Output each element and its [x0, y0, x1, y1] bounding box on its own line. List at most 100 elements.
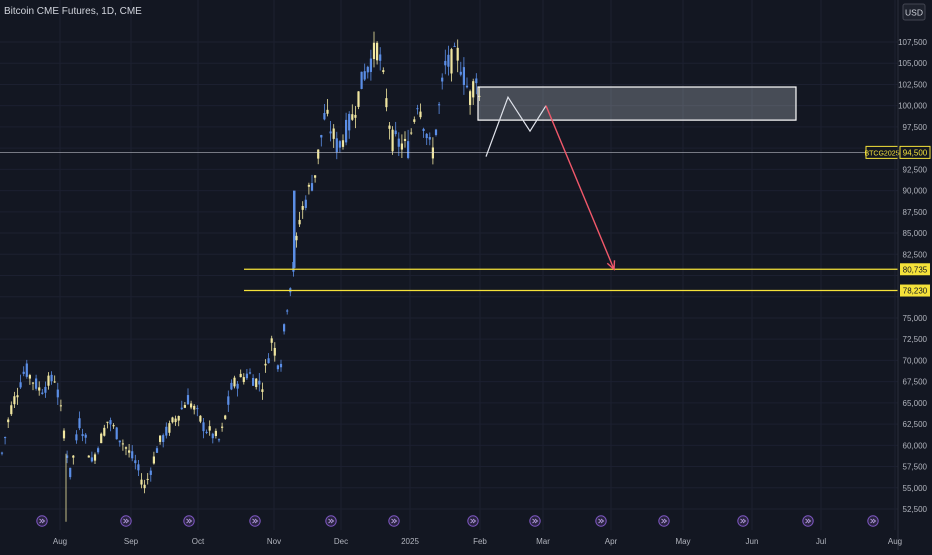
candle-body — [183, 405, 186, 408]
candle-body — [239, 373, 242, 378]
candle-body — [44, 386, 47, 393]
price-tick-label: 82,500 — [903, 250, 928, 259]
event-marker-icon[interactable] — [658, 515, 670, 527]
candle-body — [109, 420, 112, 425]
candle-body — [121, 443, 124, 445]
candle-body — [41, 392, 44, 394]
lower-support-price-label: 78,230 — [903, 287, 928, 296]
drawings[interactable] — [477, 86, 797, 271]
time-axis[interactable]: Aug Sep Oct Nov Dec 2025 Feb Mar Apr May Jun Jul Aug — [53, 537, 902, 546]
event-marker-icon[interactable] — [120, 515, 132, 527]
price-axis[interactable]: 107,500 105,000 102,500 100,000 97,500 92,500… — [897, 0, 928, 550]
event-marker-icon[interactable] — [802, 515, 814, 527]
price-tick-label: 70,000 — [903, 356, 928, 365]
candle-body — [22, 371, 25, 374]
candle-body — [320, 135, 323, 138]
target-arrow-line[interactable] — [545, 105, 615, 270]
candle-body — [97, 448, 100, 453]
time-tick-label: Mar — [536, 537, 550, 546]
projection-path[interactable] — [485, 95, 547, 157]
supply-zone-box[interactable] — [477, 86, 797, 121]
time-tick-label: Jun — [746, 537, 759, 546]
candle-body — [84, 434, 87, 438]
candle-body — [286, 310, 289, 312]
event-marker-icon[interactable] — [388, 515, 400, 527]
candle-body — [56, 389, 59, 398]
target-arrow-head[interactable] — [606, 260, 616, 271]
candle-body — [211, 433, 214, 439]
event-marker-icon[interactable] — [183, 515, 195, 527]
candle-body — [118, 440, 121, 443]
symbol-title[interactable]: Bitcoin CME Futures, 1D, CME — [4, 6, 142, 17]
candle-body — [13, 396, 16, 405]
candle-body — [450, 49, 453, 74]
candle-body — [372, 42, 376, 60]
candle-body — [298, 219, 301, 225]
candle-body — [168, 423, 171, 433]
candle-body — [276, 365, 279, 370]
candle-body — [112, 425, 115, 427]
candle-body — [174, 418, 177, 423]
event-marker-icon[interactable] — [595, 515, 607, 527]
candle-body — [38, 387, 41, 391]
candle-body — [422, 128, 425, 131]
time-tick-label: Oct — [192, 537, 205, 546]
candle-body — [267, 358, 270, 364]
price-tick-label: 60,000 — [903, 441, 928, 450]
candle-body — [78, 418, 81, 429]
candle-body — [87, 455, 90, 458]
candle-body — [341, 140, 345, 147]
candle-body — [332, 128, 335, 139]
candle-body — [155, 448, 159, 453]
candle-body — [425, 133, 428, 139]
candle-body — [69, 467, 72, 478]
candle-body — [106, 421, 109, 423]
candle-body — [124, 447, 128, 449]
event-marker-icon[interactable] — [867, 515, 879, 527]
candle-body — [152, 456, 155, 464]
candle-body — [202, 422, 205, 432]
event-marker-icon[interactable] — [737, 515, 749, 527]
currency-button[interactable]: USD — [902, 3, 926, 21]
candle-body — [131, 451, 134, 459]
candle-body — [447, 54, 450, 67]
event-markers[interactable] — [36, 515, 879, 527]
candle-body — [388, 125, 391, 129]
event-marker-icon[interactable] — [249, 515, 261, 527]
candle-body — [217, 439, 221, 441]
time-tick-label: 2025 — [401, 537, 419, 546]
candle-body — [270, 338, 273, 343]
event-marker-icon[interactable] — [325, 515, 337, 527]
price-tick-label: 52,500 — [903, 505, 928, 514]
candle-body — [382, 70, 385, 72]
candle-body — [221, 426, 224, 428]
candle-body — [261, 389, 264, 392]
price-tick-label: 87,500 — [903, 208, 928, 217]
horizontal-levels[interactable]: 80,735 78,230 BTCG2025 94,500 — [0, 145, 931, 297]
candle-body — [431, 147, 434, 159]
candle-body — [326, 109, 329, 114]
candle-body — [208, 426, 211, 431]
candle-body — [465, 85, 469, 88]
candle-body — [93, 454, 97, 461]
event-marker-icon[interactable] — [529, 515, 541, 527]
price-tick-label: 90,000 — [903, 187, 928, 196]
candle-body — [385, 98, 388, 108]
candle-body — [304, 199, 307, 208]
candle-body — [323, 113, 326, 120]
candle-body — [255, 378, 258, 388]
event-marker-icon[interactable] — [467, 515, 479, 527]
candle-body — [462, 67, 465, 85]
candle-body — [28, 375, 31, 379]
price-tick-label: 55,000 — [903, 484, 928, 493]
event-marker-icon[interactable] — [36, 515, 48, 527]
current-price-label: 94,500 — [903, 148, 928, 157]
current-price-label-bg — [899, 145, 931, 159]
candle-body — [162, 435, 165, 443]
price-tick-label: 97,500 — [903, 123, 928, 132]
candle-body — [376, 42, 379, 61]
candle-body — [258, 380, 261, 385]
candle-body — [196, 408, 199, 410]
